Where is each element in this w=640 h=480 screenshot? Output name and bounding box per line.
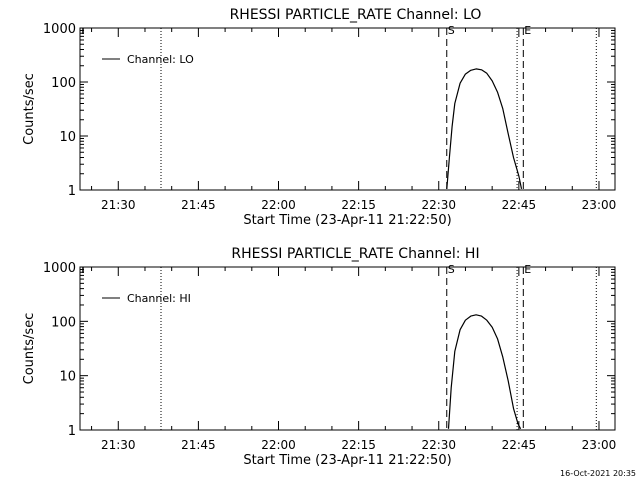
x-tick-label: 22:30 [421, 438, 456, 452]
x-tick-label: 22:15 [341, 438, 376, 452]
x-tick-label: 22:00 [261, 438, 296, 452]
y-tick-label: 1 [68, 424, 76, 439]
y-tick-label: 10 [59, 130, 76, 145]
plot-frame [79, 27, 616, 191]
marker-label-s: S [448, 24, 455, 37]
x-tick-label: 23:00 [582, 198, 617, 212]
x-tick-label: 22:15 [341, 198, 376, 212]
y-tick-label: 1 [68, 184, 76, 199]
x-tick-label: 23:00 [582, 438, 617, 452]
marker-label-s: S [448, 263, 455, 276]
chart-panel-2: RHESSI PARTICLE_RATE Channel: HI 21:30 21:… [22, 246, 616, 468]
x-tick-label: 21:45 [181, 438, 216, 452]
footer-timestamp: 16-Oct-2021 20:35 [560, 469, 636, 478]
legend-label: Channel: LO [127, 53, 194, 66]
chart-title: RHESSI PARTICLE_RATE Channel: LO [230, 7, 482, 23]
y-tick-label: 1000 [43, 261, 76, 276]
y-tick-label: 10 [59, 370, 76, 385]
x-tick-label: 22:45 [502, 198, 537, 212]
series-line-1 [447, 314, 522, 430]
x-tick-label: 22:30 [421, 198, 456, 212]
x-tick-label: 21:30 [101, 438, 136, 452]
y-tick-label: 100 [51, 76, 76, 91]
x-axis-label: Start Time (23-Apr-11 21:22:50) [243, 213, 451, 228]
chart-panel-1: RHESSI PARTICLE_RATE Channel: LO 21:30 21:… [22, 7, 616, 228]
marker-label-e: E [524, 263, 531, 276]
y-tick-label: 100 [51, 315, 76, 330]
y-axis-label: Counts/sec [22, 73, 37, 145]
x-tick-label: 21:30 [101, 198, 136, 212]
chart-title: RHESSI PARTICLE_RATE Channel: HI [231, 246, 479, 262]
x-axis-label: Start Time (23-Apr-11 21:22:50) [243, 453, 451, 468]
x-tick-label: 22:00 [261, 198, 296, 212]
series-line-1 [446, 68, 523, 190]
y-axis-label: Counts/sec [22, 313, 37, 385]
y-tick-label: 1000 [43, 22, 76, 37]
legend-label: Channel: HI [127, 292, 191, 305]
plot-frame [79, 266, 616, 431]
marker-label-e: E [524, 24, 531, 37]
x-tick-label: 21:45 [181, 198, 216, 212]
x-tick-label: 22:45 [502, 438, 537, 452]
